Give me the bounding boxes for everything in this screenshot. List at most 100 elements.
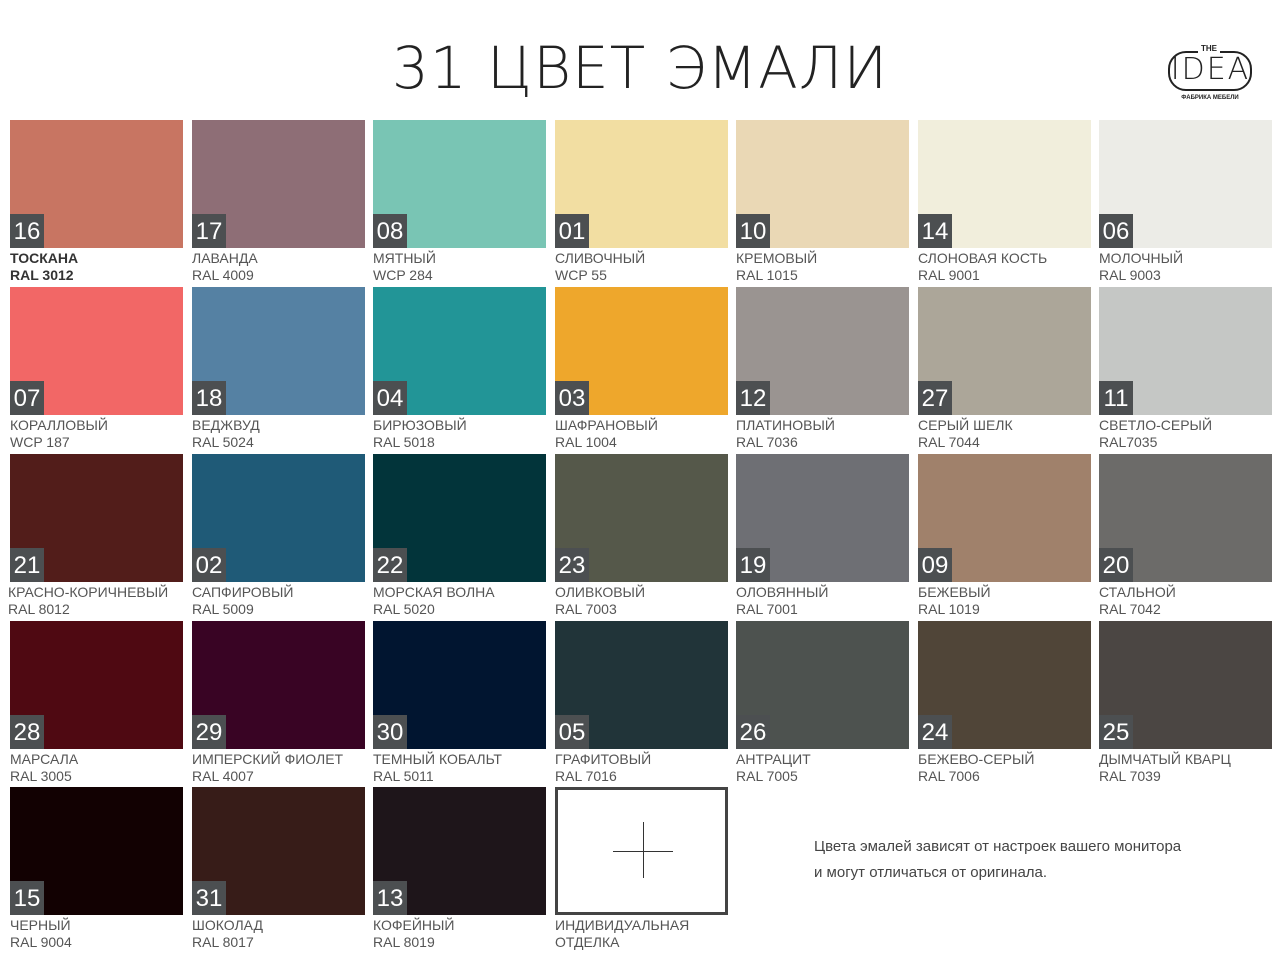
swatch-code: RAL 7001 — [736, 601, 798, 617]
swatch-tile[interactable]: 14 СЛОНОВАЯ КОСТЬ RAL 9001 — [918, 120, 1091, 284]
swatch-number: 06 — [1099, 214, 1133, 248]
swatch-tile[interactable]: 28 МАРСАЛА RAL 3005 — [10, 621, 183, 785]
swatch-tile[interactable]: 01 СЛИВОЧНЫЙ WCP 55 — [555, 120, 728, 284]
swatch-tile[interactable]: 13 КОФЕЙНЫЙ RAL 8019 — [373, 787, 546, 951]
color-swatch[interactable]: 09 — [918, 454, 1091, 582]
swatch-code: RAL 7042 — [1099, 601, 1161, 617]
color-swatch[interactable]: 07 — [10, 287, 183, 415]
swatch-name: ВЕДЖВУД — [192, 417, 260, 433]
swatch-tile[interactable]: 21 КРАСНО-КОРИЧНЕВЫЙ RAL 8012 — [8, 454, 183, 618]
color-swatch[interactable]: 27 — [918, 287, 1091, 415]
swatch-tile[interactable]: 03 ШАФРАНОВЫЙ RAL 1004 — [555, 287, 728, 451]
swatch-name: ТЕМНЫЙ КОБАЛЬТ — [373, 751, 502, 767]
swatch-tile[interactable]: 11 СВЕТЛО-СЕРЫЙ RAL7035 — [1099, 287, 1272, 451]
swatch-tile[interactable]: 04 БИРЮЗОВЫЙ RAL 5018 — [373, 287, 546, 451]
color-swatch[interactable]: 26 — [736, 621, 909, 749]
swatch-name: КРЕМОВЫЙ — [736, 250, 818, 266]
swatch-tile[interactable]: 19 ОЛОВЯННЫЙ RAL 7001 — [736, 454, 909, 618]
swatch-code: RAL 1004 — [555, 434, 617, 450]
swatch-number: 31 — [192, 881, 226, 915]
swatch-code: RAL 7005 — [736, 768, 798, 784]
color-swatch[interactable]: 04 — [373, 287, 546, 415]
swatch-code: WCP 284 — [373, 267, 433, 283]
swatch-code: RAL 5011 — [373, 768, 434, 784]
swatch-number: 11 — [1099, 381, 1133, 415]
swatch-tile[interactable]: 22 МОРСКАЯ ВОЛНА RAL 5020 — [373, 454, 546, 618]
color-swatch[interactable]: 31 — [192, 787, 365, 915]
swatch-name: ШОКОЛАД — [192, 917, 263, 933]
swatch-tile[interactable]: 07 КОРАЛЛОВЫЙ WCP 187 — [10, 287, 183, 451]
swatch-tile[interactable]: 23 ОЛИВКОВЫЙ RAL 7003 — [555, 454, 728, 618]
swatch-tile[interactable]: 30 ТЕМНЫЙ КОБАЛЬТ RAL 5011 — [373, 621, 546, 785]
swatch-tile[interactable]: 06 МОЛОЧНЫЙ RAL 9003 — [1099, 120, 1272, 284]
swatch-tile[interactable]: 17 ЛАВАНДА RAL 4009 — [192, 120, 365, 284]
color-swatch[interactable]: 12 — [736, 287, 909, 415]
swatch-tile[interactable]: 24 БЕЖЕВО-СЕРЫЙ RAL 7006 — [918, 621, 1091, 785]
swatch-name: МЯТНЫЙ — [373, 250, 436, 266]
color-swatch[interactable]: 30 — [373, 621, 546, 749]
custom-finish-tile[interactable]: ИНДИВИДУАЛЬНАЯ ОТДЕЛКА — [555, 787, 728, 951]
color-swatch[interactable]: 20 — [1099, 454, 1272, 582]
color-swatch[interactable]: 08 — [373, 120, 546, 248]
swatch-number: 12 — [736, 381, 770, 415]
swatch-tile[interactable]: 27 СЕРЫЙ ШЕЛК RAL 7044 — [918, 287, 1091, 451]
swatch-code: RAL 7006 — [918, 768, 980, 784]
color-swatch[interactable]: 28 — [10, 621, 183, 749]
swatch-tile[interactable]: 20 СТАЛЬНОЙ RAL 7042 — [1099, 454, 1272, 618]
swatch-tile[interactable]: 31 ШОКОЛАД RAL 8017 — [192, 787, 365, 951]
swatch-name: БЕЖЕВО-СЕРЫЙ — [918, 751, 1035, 767]
swatch-tile[interactable]: 09 БЕЖЕВЫЙ RAL 1019 — [918, 454, 1091, 618]
color-swatch[interactable]: 29 — [192, 621, 365, 749]
color-swatch[interactable]: 05 — [555, 621, 728, 749]
color-swatch[interactable]: 11 — [1099, 287, 1272, 415]
swatch-name: ТОСКАНА — [10, 250, 79, 266]
custom-label-1: ИНДИВИДУАЛЬНАЯ — [555, 917, 690, 933]
swatch-number: 26 — [736, 715, 770, 749]
swatch-number: 13 — [373, 881, 407, 915]
swatch-tile[interactable]: 15 ЧЕРНЫЙ RAL 9004 — [10, 787, 183, 951]
color-swatch[interactable]: 24 — [918, 621, 1091, 749]
custom-swatch[interactable] — [555, 787, 728, 915]
swatch-tile[interactable]: 16 ТОСКАНА RAL 3012 — [10, 120, 183, 284]
swatch-tile[interactable]: 12 ПЛАТИНОВЫЙ RAL 7036 — [736, 287, 909, 451]
color-swatch[interactable]: 14 — [918, 120, 1091, 248]
swatch-tile[interactable]: 29 ИМПЕРСКИЙ ФИОЛЕТ RAL 4007 — [192, 621, 365, 785]
swatch-number: 15 — [10, 881, 44, 915]
swatch-number: 19 — [736, 548, 770, 582]
swatch-tile[interactable]: 26 АНТРАЦИТ RAL 7005 — [736, 621, 909, 785]
color-swatch[interactable]: 22 — [373, 454, 546, 582]
color-swatch[interactable]: 25 — [1099, 621, 1272, 749]
color-swatch[interactable]: 21 — [10, 454, 183, 582]
color-swatch[interactable]: 03 — [555, 287, 728, 415]
color-swatch[interactable]: 13 — [373, 787, 546, 915]
color-swatch[interactable]: 18 — [192, 287, 365, 415]
swatch-code: RAL 8019 — [373, 934, 435, 950]
color-swatch[interactable]: 19 — [736, 454, 909, 582]
swatch-tile[interactable]: 10 КРЕМОВЫЙ RAL 1015 — [736, 120, 909, 284]
swatch-code: RAL 7036 — [736, 434, 798, 450]
color-swatch[interactable]: 15 — [10, 787, 183, 915]
swatch-number: 30 — [373, 715, 407, 749]
swatch-tile[interactable]: 18 ВЕДЖВУД RAL 5024 — [192, 287, 365, 451]
swatch-code: RAL 3012 — [10, 267, 74, 283]
swatch-number: 09 — [918, 548, 952, 582]
swatch-number: 01 — [555, 214, 589, 248]
swatch-tile[interactable]: 02 САПФИРОВЫЙ RAL 5009 — [192, 454, 365, 618]
swatch-code: WCP 55 — [555, 267, 607, 283]
color-swatch[interactable]: 16 — [10, 120, 183, 248]
swatch-name: СВЕТЛО-СЕРЫЙ — [1099, 417, 1213, 433]
color-swatch[interactable]: 06 — [1099, 120, 1272, 248]
swatch-number: 04 — [373, 381, 407, 415]
swatch-code: RAL 7039 — [1099, 768, 1161, 784]
swatch-tile[interactable]: 05 ГРАФИТОВЫЙ RAL 7016 — [555, 621, 728, 785]
swatch-code: RAL 9003 — [1099, 267, 1161, 283]
color-swatch[interactable]: 02 — [192, 454, 365, 582]
color-swatch[interactable]: 01 — [555, 120, 728, 248]
color-swatch[interactable]: 17 — [192, 120, 365, 248]
swatch-name: МОРСКАЯ ВОЛНА — [373, 584, 495, 600]
swatch-tile[interactable]: 25 ДЫМЧАТЫЙ КВАРЦ RAL 7039 — [1099, 621, 1272, 785]
swatch-name: КОФЕЙНЫЙ — [373, 917, 455, 933]
color-swatch[interactable]: 10 — [736, 120, 909, 248]
swatch-tile[interactable]: 08 МЯТНЫЙ WCP 284 — [373, 120, 546, 284]
color-swatch[interactable]: 23 — [555, 454, 728, 582]
